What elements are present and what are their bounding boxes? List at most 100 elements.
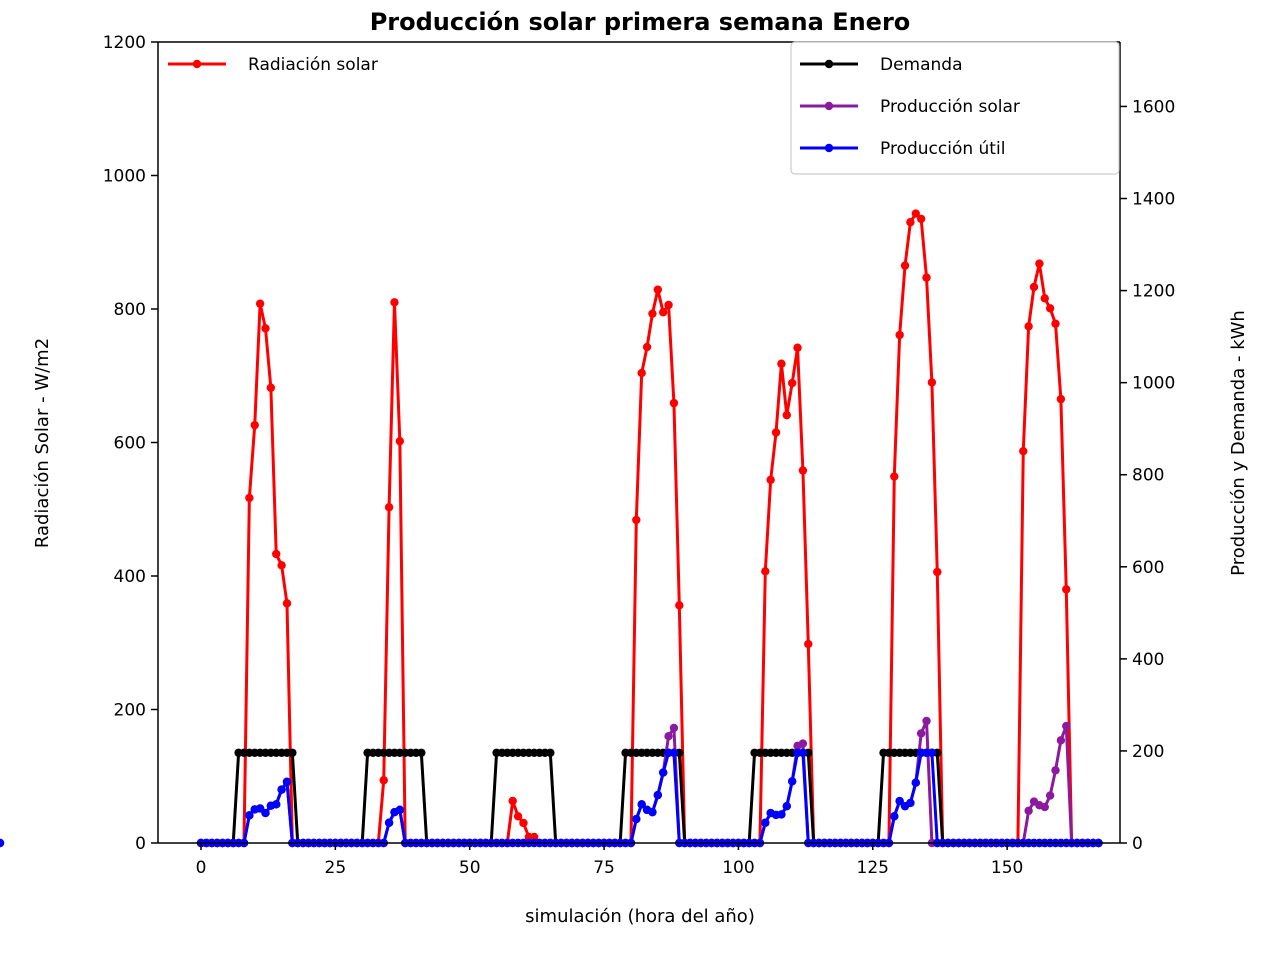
- data-point: [1051, 319, 1060, 328]
- data-point: [519, 818, 528, 828]
- x-tick-label: 125: [857, 858, 889, 878]
- data-point: [890, 472, 899, 481]
- data-point: [1045, 304, 1055, 313]
- legends: Radiación solar Demanda Producción solar Pr…: [168, 41, 1120, 175]
- series-line: [200, 212, 1099, 845]
- data-point: [637, 368, 646, 378]
- legend-right: Demanda Producción solar Producción útil: [790, 41, 1120, 175]
- data-point: [664, 732, 673, 741]
- data-point: [1035, 259, 1044, 268]
- legend-label: Producción solar: [880, 97, 1020, 117]
- legend-entry: Demanda: [800, 55, 963, 75]
- data-point: [771, 428, 781, 437]
- data-point: [245, 811, 254, 820]
- x-tick-label: 75: [593, 858, 615, 878]
- data-point: [798, 739, 808, 748]
- data-point: [1029, 282, 1039, 292]
- data-point: [282, 777, 292, 786]
- data-point: [245, 493, 254, 503]
- y2-tick-label: 1000: [1132, 374, 1175, 394]
- data-point: [546, 748, 555, 757]
- data-point: [675, 601, 684, 610]
- data-point: [900, 261, 910, 270]
- data-point: [1040, 294, 1049, 303]
- y2-tick-label: 400: [1132, 650, 1164, 670]
- data-point: [390, 298, 399, 307]
- legend-label: Producción útil: [880, 139, 1005, 159]
- data-point: [379, 776, 388, 785]
- series-line: [200, 719, 1099, 845]
- y-tick-label: 400: [114, 567, 146, 587]
- data-point: [384, 503, 394, 512]
- y-tick-label: 600: [114, 434, 146, 454]
- data-point: [637, 800, 646, 809]
- data-point: [927, 378, 937, 387]
- data-point: [933, 567, 942, 577]
- data-point: [911, 778, 920, 787]
- legend-label: Radiación solar: [248, 55, 378, 75]
- data-point: [0, 838, 5, 848]
- chart-title: Producción solar primera semana Enero: [370, 8, 911, 36]
- data-point: [658, 308, 668, 317]
- data-point: [261, 324, 270, 333]
- data-point: [513, 812, 523, 821]
- data-point: [277, 561, 286, 570]
- legend-entry: Producción solar: [800, 97, 1020, 117]
- y-axis-label: Radiación Solar - W/m2: [32, 338, 53, 548]
- x-tick-label: 100: [722, 858, 754, 878]
- data-point: [777, 359, 786, 368]
- data-point: [1045, 791, 1055, 800]
- data-point: [648, 807, 657, 817]
- data-point: [632, 814, 641, 824]
- data-point: [648, 309, 657, 318]
- data-point: [1056, 736, 1066, 745]
- data-point: [255, 299, 265, 308]
- data-point: [261, 808, 270, 818]
- data-point: [642, 342, 652, 352]
- data-point: [664, 300, 673, 310]
- data-point: [1062, 585, 1071, 594]
- y2-tick-label: 200: [1132, 742, 1164, 762]
- y-tick-label: 1200: [103, 33, 146, 53]
- plot-area: [0, 209, 1103, 848]
- y2-tick-label: 800: [1132, 466, 1164, 486]
- data-point: [922, 273, 931, 282]
- data-point: [272, 549, 281, 559]
- x-tick-label: 50: [459, 858, 481, 878]
- y2-axis-label: Producción y Demanda - kWh: [1228, 310, 1249, 576]
- data-point: [761, 567, 770, 576]
- x-tick-label: 25: [325, 858, 347, 878]
- data-point: [895, 796, 904, 806]
- data-point: [787, 378, 797, 388]
- data-point: [766, 475, 775, 485]
- data-point: [1062, 721, 1071, 731]
- data-point: [384, 818, 394, 827]
- data-point: [653, 285, 663, 294]
- data-point: [658, 768, 668, 777]
- data-point: [266, 383, 276, 392]
- data-point: [632, 515, 641, 525]
- data-point: [906, 218, 915, 227]
- data-point: [1024, 806, 1033, 815]
- data-point: [761, 818, 770, 827]
- data-point: [669, 398, 679, 408]
- data-point: [282, 599, 292, 608]
- data-point: [277, 785, 286, 794]
- y-tick-label: 1000: [103, 167, 146, 187]
- data-point: [798, 748, 808, 757]
- y2-tick-label: 1200: [1132, 282, 1175, 302]
- data-point: [1040, 802, 1049, 812]
- data-point: [653, 790, 663, 800]
- data-point: [530, 832, 539, 842]
- legend-marker: [824, 143, 834, 153]
- y2-tick-label: 0: [1132, 834, 1143, 854]
- data-point: [804, 639, 813, 649]
- data-point: [395, 436, 405, 446]
- data-point: [798, 466, 808, 475]
- y-tick-label: 0: [135, 834, 146, 854]
- data-point: [916, 214, 926, 224]
- series-line: [200, 751, 1099, 845]
- data-point: [916, 729, 926, 738]
- data-point: [250, 420, 259, 430]
